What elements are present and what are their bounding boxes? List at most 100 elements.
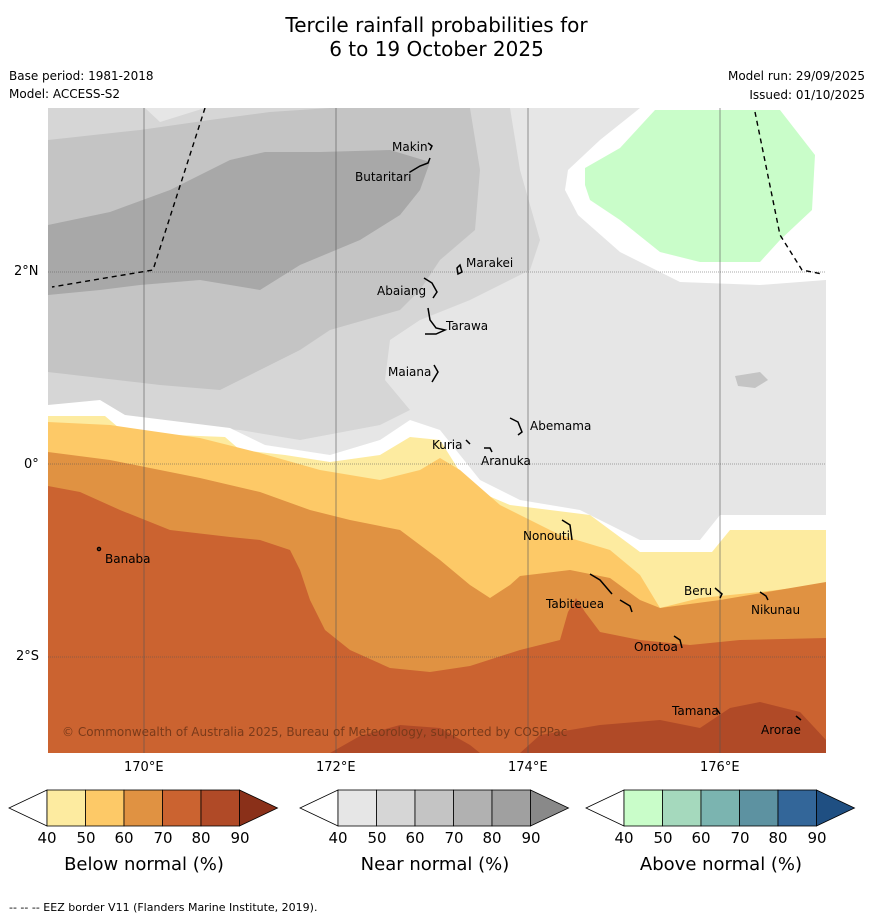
near-normal-colorbar-low-extend [299,789,339,827]
probability-map [48,108,826,753]
place-label-maiana: Maiana [388,365,432,379]
above-normal-colorbar-segment [662,789,702,827]
place-label-nikunau: Nikunau [751,603,801,617]
island-tarawa [425,307,448,335]
eez-border-east [754,111,823,275]
cb1-tick-80: 80 [191,829,211,847]
cb2-tick-60: 60 [405,829,425,847]
map-title-line2: 6 to 19 October 2025 [329,37,544,61]
below-normal-80-region-east [520,702,826,753]
below-normal-colorbar-low-extend [8,789,48,827]
graticule [48,108,826,753]
model-name: Model: ACCESS-S2 [9,87,121,101]
cb2-tick-90: 90 [521,829,541,847]
below-normal-colorbar-segment [162,789,202,827]
below-normal-colorbar-segment [85,789,125,827]
cb1-tick-60: 60 [114,829,134,847]
place-label-kuria: Kuria [432,438,463,452]
place-label-abemama: Abemama [530,419,592,433]
cb3-tick-70: 70 [730,829,750,847]
cb1-title: Below normal (%) [64,854,224,875]
place-label-tabiteuea: Tabiteuea [546,597,605,611]
cb3-tick-80: 80 [768,829,788,847]
island-nikunau [759,591,769,601]
near-normal-colorbar-high-extend [530,789,570,827]
island-outlines [96,142,802,721]
near-normal-colorbar-segment [414,789,454,827]
cb2-title: Near normal (%) [360,854,510,875]
issued-date: Issued: 01/10/2025 [749,88,865,102]
place-label-aranuka: Aranuka [481,454,531,468]
island-nonouti [561,519,573,541]
above-normal-colorbar-segment [739,789,779,827]
island-beru [714,587,723,599]
near-normal-colorbar-segment [337,789,377,827]
island-abaiang [423,277,438,299]
cb2-tick-40: 40 [328,829,348,847]
place-label-makin: Makin [392,140,428,154]
near-normal-70-region [48,150,430,295]
cb3-title: Above normal (%) [639,854,803,875]
base-period: Base period: 1981-2018 [9,69,154,83]
above-normal-colorbar-low-extend [585,789,625,827]
lon-label-172: 172°E [316,760,356,775]
near-normal-colorbar-segment [491,789,531,827]
near-normal-colorbar-segment [453,789,493,827]
cb2-tick-70: 70 [444,829,464,847]
island-marakei [456,263,463,276]
island-abemama [509,417,523,436]
above-normal-colorbar-segment [777,789,817,827]
lon-label-174: 174°E [508,760,548,775]
copyright-notice: © Commonwealth of Australia 2025, Bureau… [62,725,568,739]
place-label-abaiang: Abaiang [377,284,427,298]
cb3-tick-40: 40 [614,829,634,847]
place-label-beru: Beru [684,584,713,598]
place-label-arorae: Arorae [761,723,801,737]
place-label-tarawa: Tarawa [446,319,489,333]
place-label-tamana: Tamana [672,704,719,718]
below-normal-colorbar-high-extend [239,789,279,827]
cb1-tick-70: 70 [153,829,173,847]
cb1-tick-40: 40 [37,829,57,847]
below-normal-colorbar-segment [46,789,86,827]
place-label-onotoa: Onotoa [634,640,678,654]
island-maiana [431,364,439,383]
place-label-butaritari: Butaritari [355,170,412,184]
island-banaba [96,546,102,552]
cb1-tick-90: 90 [230,829,250,847]
above-normal-50-region [585,110,815,262]
place-label-marakei: Marakei [466,256,514,270]
cb3-tick-50: 50 [653,829,673,847]
island-arorae [795,715,802,721]
below-normal-80-region [330,725,480,753]
island-kuria [465,439,471,445]
below-normal-colorbar-segment [200,789,240,827]
island-tabiteuea-south [619,599,633,613]
above-normal-colorbar-segment [700,789,740,827]
model-run: Model run: 29/09/2025 [727,69,865,83]
above-normal-colorbar-segment [623,789,663,827]
place-label-nonouti: Nonouti [523,529,570,543]
cb3-tick-90: 90 [807,829,827,847]
cb2-tick-50: 50 [367,829,387,847]
island-butaritari [409,157,431,173]
place-label-banaba: Banaba [105,552,151,566]
island-aranuka [484,447,493,453]
lat-label-2s: 2°S [16,649,40,664]
cb3-tick-60: 60 [691,829,711,847]
cb1-tick-50: 50 [76,829,96,847]
near-normal-small-patch [735,372,768,388]
below-normal-colorbar-segment [123,789,163,827]
cb2-tick-80: 80 [482,829,502,847]
below-normal-70-region [48,486,826,753]
lon-label-170: 170°E [124,760,164,775]
island-tabiteuea-north [589,573,613,595]
island-makin [427,142,433,151]
lat-label-equator: 0° [24,457,39,472]
colorbars [8,789,856,827]
lat-label-2n: 2°N [14,264,39,279]
lon-label-176: 176°E [700,760,740,775]
island-onotoa [673,635,683,649]
map-title-line1: Tercile rainfall probabilities for [285,13,588,37]
above-normal-colorbar-high-extend [816,789,856,827]
